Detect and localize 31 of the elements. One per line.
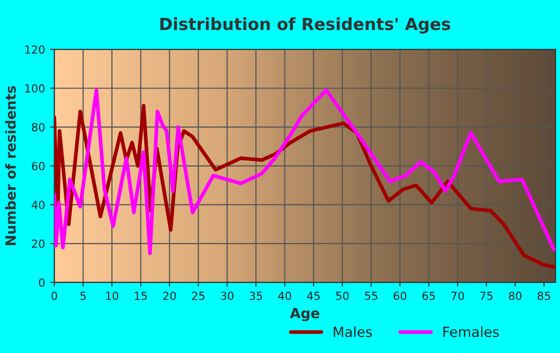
y-tick-label: 120 xyxy=(25,45,45,54)
x-tick-label: 40 xyxy=(278,292,292,300)
x-tick-label: 20 xyxy=(163,292,176,300)
legend-label: Females xyxy=(443,326,499,338)
y-tick-label: 80 xyxy=(32,123,45,132)
x-tick-label: 30 xyxy=(220,292,234,300)
y-tick-label: 60 xyxy=(32,162,45,170)
x-tick-label: 5 xyxy=(80,292,86,300)
x-tick-label: 65 xyxy=(422,292,435,300)
x-tick-label: 70 xyxy=(451,292,464,300)
chart-title: Distribution of Residents' Ages xyxy=(160,17,450,34)
x-tick-label: 25 xyxy=(192,292,204,300)
y-tick-label: 40 xyxy=(32,200,45,210)
y-tick-label: 100 xyxy=(25,84,45,93)
y-tick-label: 0 xyxy=(38,278,45,287)
x-tick-label: 75 xyxy=(480,292,492,300)
x-tick-label: 15 xyxy=(134,292,147,300)
x-tick-label: 10 xyxy=(106,292,118,300)
x-tick-label: 35 xyxy=(250,292,262,300)
x-tick-label: 55 xyxy=(364,292,378,300)
y-axis-title: Number of residents xyxy=(5,86,16,246)
x-tick-label: 0 xyxy=(52,292,58,300)
y-tick-label: 20 xyxy=(32,240,45,248)
line-series xyxy=(54,88,556,256)
x-axis-title: Age xyxy=(290,308,320,322)
x-tick-label: 80 xyxy=(508,292,522,300)
legend-label: Males xyxy=(334,326,372,338)
x-tick-label: 85 xyxy=(538,292,550,300)
x-tick-label: 60 xyxy=(394,292,406,300)
x-tick-label: 50 xyxy=(336,292,349,300)
x-tick-label: 45 xyxy=(307,292,320,300)
